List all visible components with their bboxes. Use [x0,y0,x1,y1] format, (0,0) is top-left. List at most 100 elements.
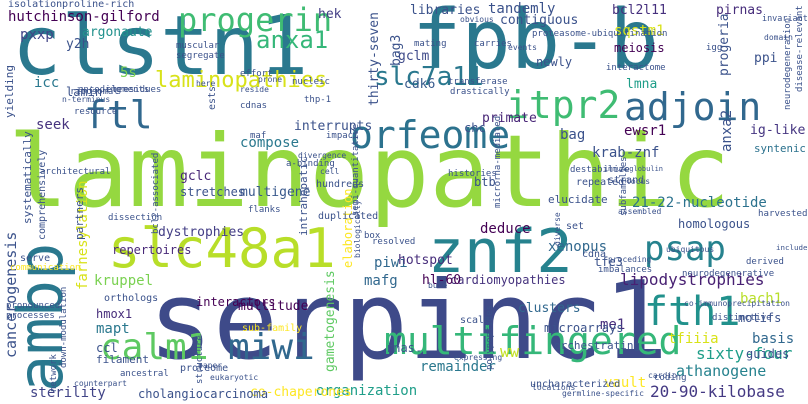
word: miwi [228,327,315,368]
word: motifs [738,311,782,325]
word: partners [73,187,86,240]
word: flanks [248,205,281,215]
word: slc48a1 [108,217,336,280]
word: ccl [96,341,118,355]
word: ribosomal [70,87,119,97]
word: adjoin [624,85,762,129]
word: sqstm1 [614,23,665,39]
word: filament [96,353,149,366]
word: mapt [96,321,130,337]
word: primate [482,111,537,126]
word: serve [20,253,51,264]
word: homologous [678,217,751,231]
word: proteome [180,363,229,374]
word: anxa2 [719,109,735,152]
word: resource [74,107,118,117]
word: guides [746,347,790,361]
word: eukaryotic [210,373,259,382]
word: impact [326,131,359,141]
word: cdk6 [404,77,436,92]
word: include [776,243,808,252]
word: elucidate [548,193,608,206]
word: box [364,231,381,241]
word: co-immunoprecipitation [684,299,790,308]
word: deduce [480,221,531,237]
word: reside [240,85,269,94]
word: immunoglobulin [604,165,664,173]
word: a-binding [286,159,335,169]
word: events [508,43,537,52]
word: processes [6,311,55,321]
word: hmox1 [96,307,133,321]
word: libraries [410,3,481,18]
word: effort [240,69,273,79]
word: drastically [450,87,510,97]
word: slc7a11 [374,62,484,92]
word: progerin [178,1,333,39]
word: prone [258,75,283,84]
word: tfe3 [594,255,623,269]
word: paper [198,361,223,370]
word: carries [474,39,512,49]
word: pronounced [6,301,61,311]
word: fth1 [644,289,741,335]
word: resolved [372,237,416,247]
word: ww [500,342,520,361]
word: gclm [398,49,430,64]
word: uncharacterized [530,379,621,390]
word: invariant [762,13,808,23]
word: cdna [582,249,607,260]
word: bule [428,281,448,290]
word: derived [746,257,784,267]
word: tfiiia [668,331,719,347]
word: multitude [238,299,309,314]
word: ests [207,85,218,110]
word: architectural [40,167,111,177]
word: piwi [374,255,408,271]
word: encoding [78,85,122,95]
word: contiguous [500,13,579,28]
word: orthologs [104,293,159,304]
word: ppi [754,51,778,66]
word: me1 [600,317,626,333]
word: distinctive [712,313,772,323]
word: ewsr1 [624,123,667,139]
word: psap [644,229,726,269]
word: yielding [3,65,16,118]
word: athanogene [676,362,767,380]
word: hotspot [398,253,453,268]
word: anxa1 [256,26,329,54]
word: 20-90-kilobase [650,382,785,401]
word: germline-specific [562,389,644,398]
word: n-terminus [62,95,111,104]
word: tandemly [488,1,556,17]
word: laminopathic [8,113,731,230]
word: ubiquitous [666,245,715,254]
word: bach1 [740,291,783,307]
word: lipodystrophies [620,270,765,289]
word: 5s [120,65,137,81]
word: histories [448,169,497,179]
word: repeated [576,177,625,188]
word: xenopus [548,239,608,255]
word: diverse [553,212,562,246]
word: cdnas [240,101,268,111]
word: network [49,354,59,392]
word: laminopathies [155,68,328,93]
word: sub-family [242,323,303,334]
word: lmna [626,77,658,92]
word: harvested [758,209,808,219]
word: orfeome [350,113,511,157]
word: mafg [364,273,398,289]
word: counterpart [74,379,127,388]
word: thirty-seven [367,12,382,106]
word: pxxp [20,27,54,43]
word: proline-rich [62,0,135,10]
word: znf2 [428,217,573,287]
word: sterility [30,385,106,401]
word: organization [316,383,418,399]
word: proceding [608,255,652,264]
word: cell [320,167,340,176]
word: divergence [298,151,347,160]
